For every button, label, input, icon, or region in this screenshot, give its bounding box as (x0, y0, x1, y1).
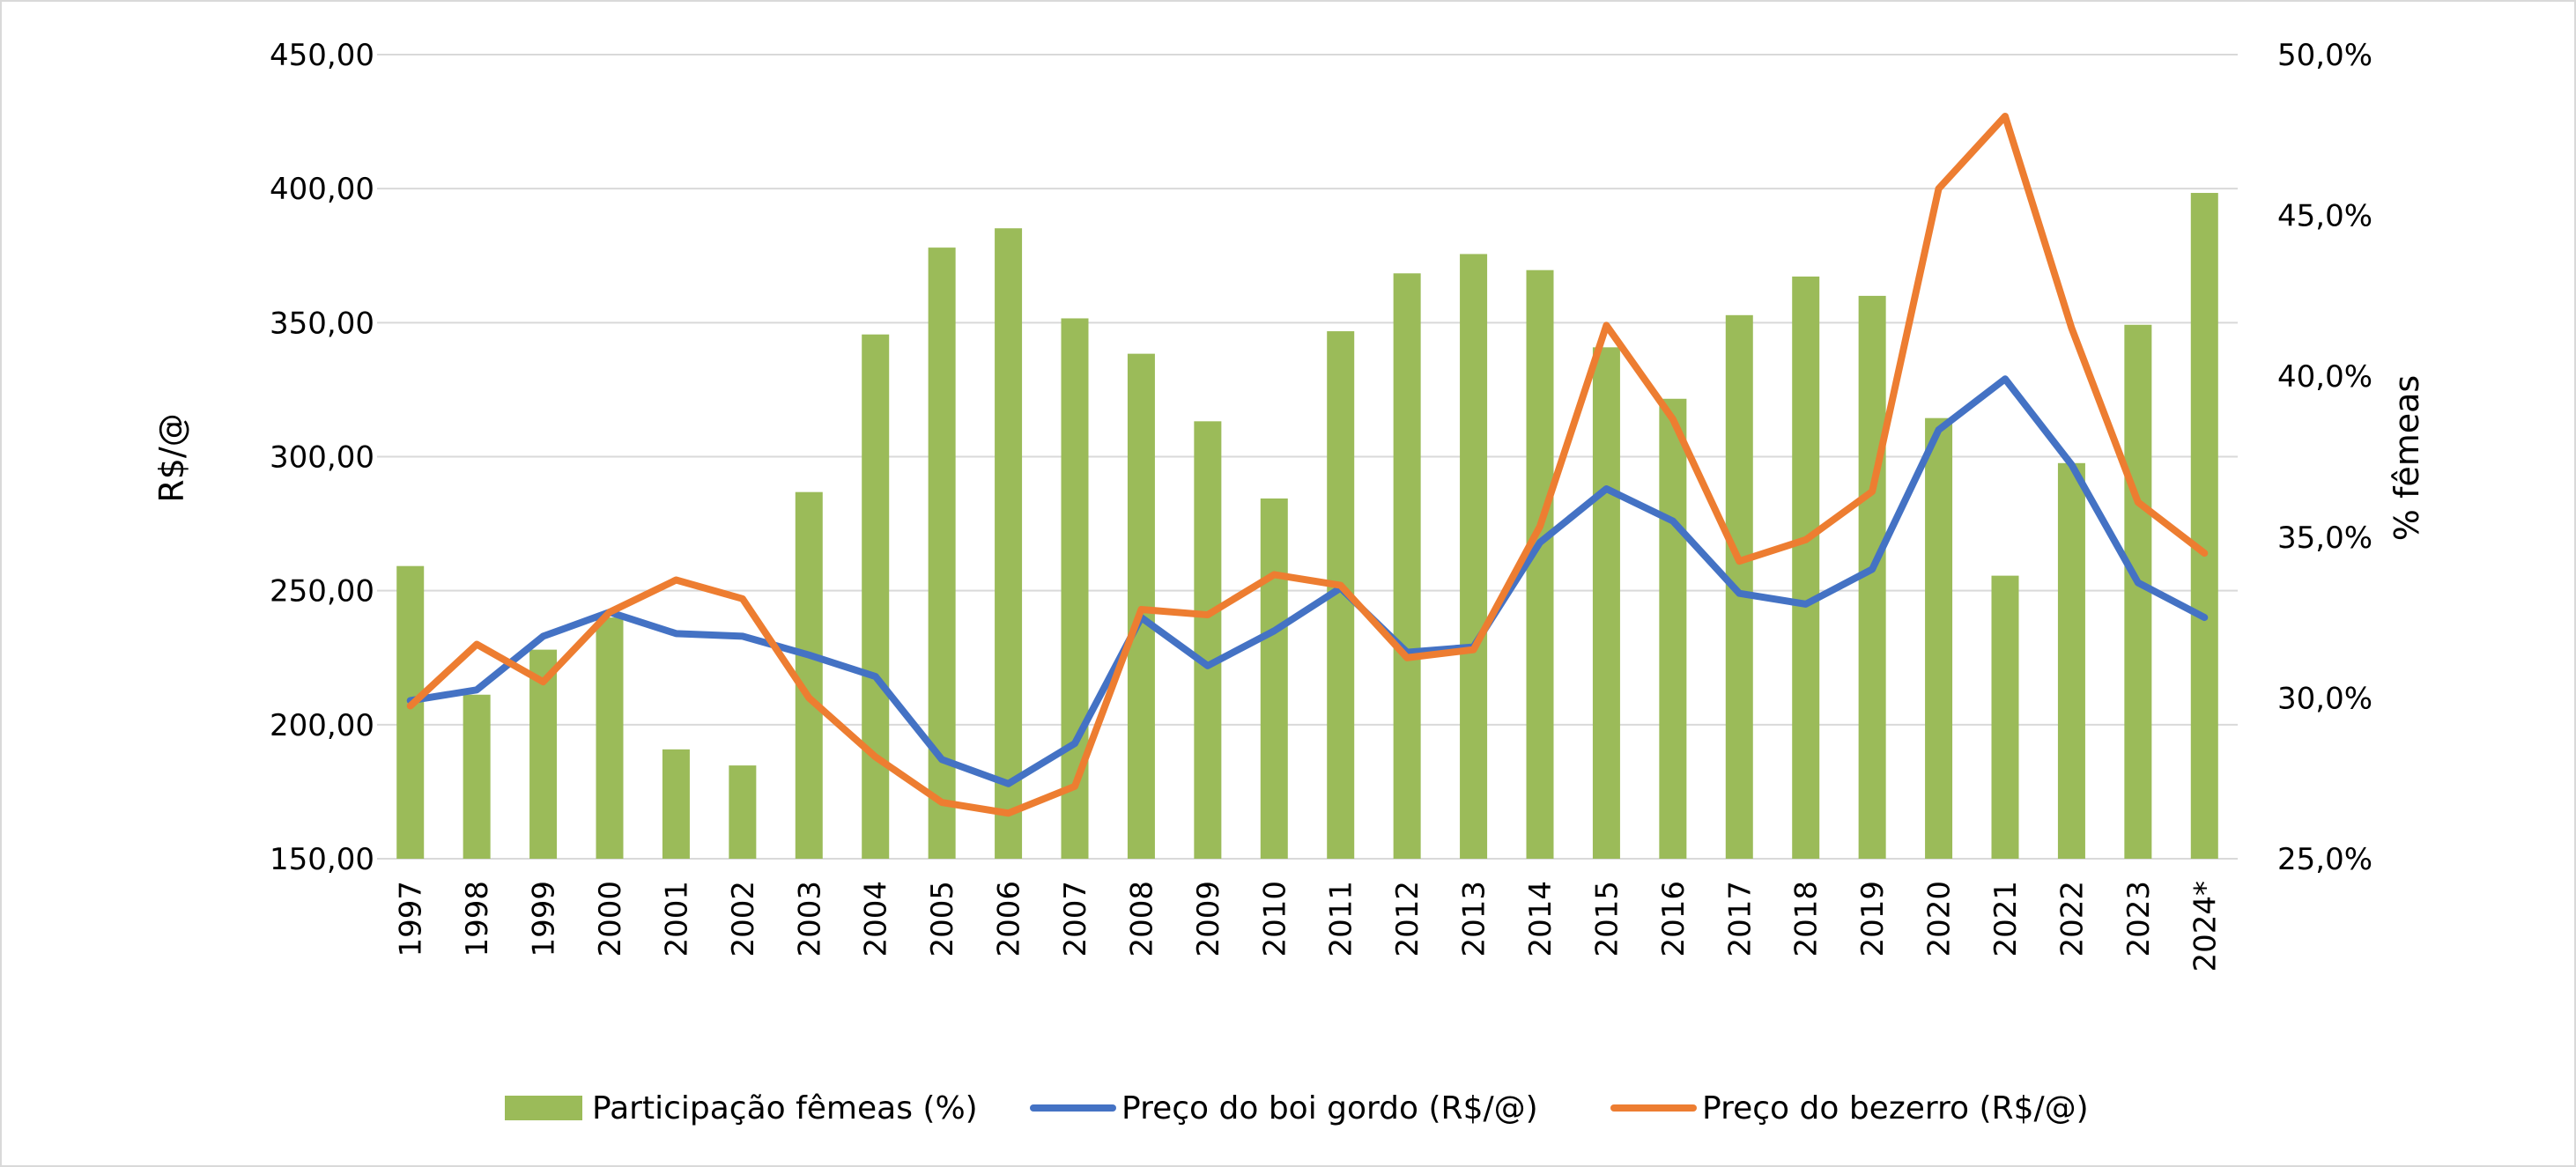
x-tick-label: 1999 (527, 881, 562, 957)
bar-2013 (1460, 254, 1488, 859)
legend-label-boi-gordo: Preço do boi gordo (R$/@) (1121, 1090, 1538, 1126)
x-tick-label: 2014 (1523, 881, 1558, 957)
x-tick-label: 2019 (1855, 881, 1891, 957)
right-tick-label: 45,0% (2277, 199, 2372, 234)
x-tick-label: 2023 (2121, 881, 2157, 957)
legend-label-bezerro: Preço do bezerro (R$/@) (1702, 1090, 2089, 1126)
x-tick-label: 1998 (460, 881, 495, 957)
x-tick-label: 2003 (792, 881, 827, 957)
x-tick-label: 2017 (1722, 881, 1758, 957)
bar-2002 (729, 765, 757, 859)
bar-2004 (862, 334, 890, 859)
left-tick-label: 150,00 (270, 842, 374, 877)
left-tick-label: 350,00 (270, 306, 374, 341)
bar-2005 (928, 247, 956, 859)
bar-series-participacao-femeas (396, 193, 2218, 860)
bar-1998 (463, 694, 491, 859)
legend-swatch-participacao-femeas (505, 1096, 582, 1120)
left-tick-label: 250,00 (270, 574, 374, 609)
legend-label-participacao-femeas: Participação fêmeas (%) (592, 1090, 978, 1126)
right-tick-label: 30,0% (2277, 681, 2372, 716)
left-tick-label: 300,00 (270, 440, 374, 476)
bar-2009 (1194, 421, 1222, 859)
x-tick-label: 2022 (2054, 881, 2090, 957)
right-tick-label: 25,0% (2277, 842, 2372, 877)
x-tick-label: 2018 (1789, 881, 1825, 957)
bar-1997 (396, 565, 425, 859)
right-tick-label: 50,0% (2277, 38, 2372, 73)
left-axis-title: R$/@ (152, 413, 191, 502)
bar-2006 (995, 228, 1023, 859)
x-tick-label: 2012 (1390, 881, 1425, 957)
x-tick-label: 2002 (726, 881, 761, 957)
bar-2001 (662, 749, 690, 859)
bar-2024 (2190, 193, 2218, 859)
bar-2023 (2124, 324, 2152, 859)
bar-2018 (1792, 276, 1820, 859)
x-tick-label: 2010 (1257, 881, 1292, 957)
bar-2016 (1659, 398, 1687, 859)
bar-2015 (1592, 347, 1620, 859)
left-axis-ticks: 150,00 200,00 250,00 300,00 350,00 400,00 450,… (270, 38, 374, 877)
x-tick-label: 2013 (1457, 881, 1492, 957)
x-tick-label: 2008 (1124, 881, 1159, 957)
left-tick-label: 200,00 (270, 708, 374, 743)
x-tick-label: 2007 (1058, 881, 1093, 957)
bar-2021 (1991, 575, 2019, 859)
x-tick-label: 2001 (659, 881, 694, 957)
x-tick-label: 2009 (1191, 881, 1226, 957)
x-tick-label: 2024* (2187, 881, 2223, 972)
left-tick-label: 450,00 (270, 38, 374, 73)
x-tick-label: 2004 (859, 881, 894, 957)
bar-2020 (1925, 417, 1953, 859)
x-tick-label: 2000 (593, 881, 628, 957)
legend: Participação fêmeas (%) Preço do boi gor… (505, 1090, 2089, 1126)
bar-2000 (596, 617, 624, 859)
line-bezerro (406, 112, 2209, 817)
bar-2010 (1260, 498, 1288, 859)
x-tick-label: 2006 (992, 881, 1027, 957)
right-tick-label: 35,0% (2277, 521, 2372, 556)
right-tick-label: 40,0% (2277, 359, 2372, 395)
line-boi-gordo (406, 375, 2209, 787)
bar-2014 (1526, 270, 1554, 860)
line-series-group (406, 112, 2209, 817)
x-tick-label: 2016 (1656, 881, 1691, 957)
x-tick-label: 2020 (1922, 881, 1958, 957)
x-tick-label: 1997 (394, 881, 429, 957)
x-tick-label: 2005 (925, 881, 960, 957)
x-tick-label: 2015 (1589, 881, 1625, 957)
bar-2003 (795, 491, 823, 859)
x-tick-label: 2011 (1324, 881, 1359, 957)
gridlines (377, 54, 2238, 860)
x-axis-ticks: 1997 1998 1999 2000 2001 2002 2003 2004 2005 2006… (394, 881, 2224, 972)
right-axis-ticks: 25,0% 30,0% 35,0% 40,0% 45,0% 50,0% (2277, 38, 2372, 877)
bar-2012 (1393, 273, 1421, 859)
bar-2022 (2057, 462, 2085, 859)
left-tick-label: 400,00 (270, 172, 374, 207)
right-axis-title: % fêmeas (2387, 375, 2426, 541)
x-tick-label: 2021 (1988, 881, 2024, 957)
